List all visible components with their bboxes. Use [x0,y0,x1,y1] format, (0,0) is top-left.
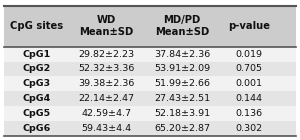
Text: 51.99±2.66: 51.99±2.66 [154,79,210,88]
Text: 29.82±2.23: 29.82±2.23 [78,50,134,59]
Text: 39.38±2.36: 39.38±2.36 [78,79,134,88]
Text: 0.001: 0.001 [236,79,262,88]
FancyBboxPatch shape [4,62,296,76]
FancyBboxPatch shape [4,106,296,121]
FancyBboxPatch shape [4,76,296,91]
Text: 0.705: 0.705 [236,65,262,74]
Text: 42.59±4.7: 42.59±4.7 [81,109,131,118]
FancyBboxPatch shape [4,121,296,136]
Text: MD/PD
Mean±SD: MD/PD Mean±SD [155,15,209,37]
Text: 0.019: 0.019 [236,50,262,59]
Text: CpG2: CpG2 [22,65,50,74]
Text: CpG sites: CpG sites [10,21,63,31]
Text: 59.43±4.4: 59.43±4.4 [81,124,131,133]
FancyBboxPatch shape [4,47,296,62]
Text: p-value: p-value [228,21,270,31]
Text: 65.20±2.87: 65.20±2.87 [154,124,210,133]
Text: 27.43±2.51: 27.43±2.51 [154,94,210,103]
Text: 0.144: 0.144 [236,94,262,103]
Text: 52.32±3.36: 52.32±3.36 [78,65,134,74]
Text: CpG3: CpG3 [22,79,50,88]
Text: 53.91±2.09: 53.91±2.09 [154,65,210,74]
FancyBboxPatch shape [4,91,296,106]
Text: 52.18±3.91: 52.18±3.91 [154,109,210,118]
Text: CpG1: CpG1 [22,50,50,59]
Text: 0.302: 0.302 [236,124,262,133]
Text: CpG6: CpG6 [22,124,50,133]
Text: 37.84±2.36: 37.84±2.36 [154,50,210,59]
FancyBboxPatch shape [4,5,296,47]
Text: CpG5: CpG5 [22,109,50,118]
Text: WD
Mean±SD: WD Mean±SD [79,15,134,37]
Text: 0.136: 0.136 [236,109,262,118]
Text: 22.14±2.47: 22.14±2.47 [78,94,134,103]
Text: CpG4: CpG4 [22,94,50,103]
